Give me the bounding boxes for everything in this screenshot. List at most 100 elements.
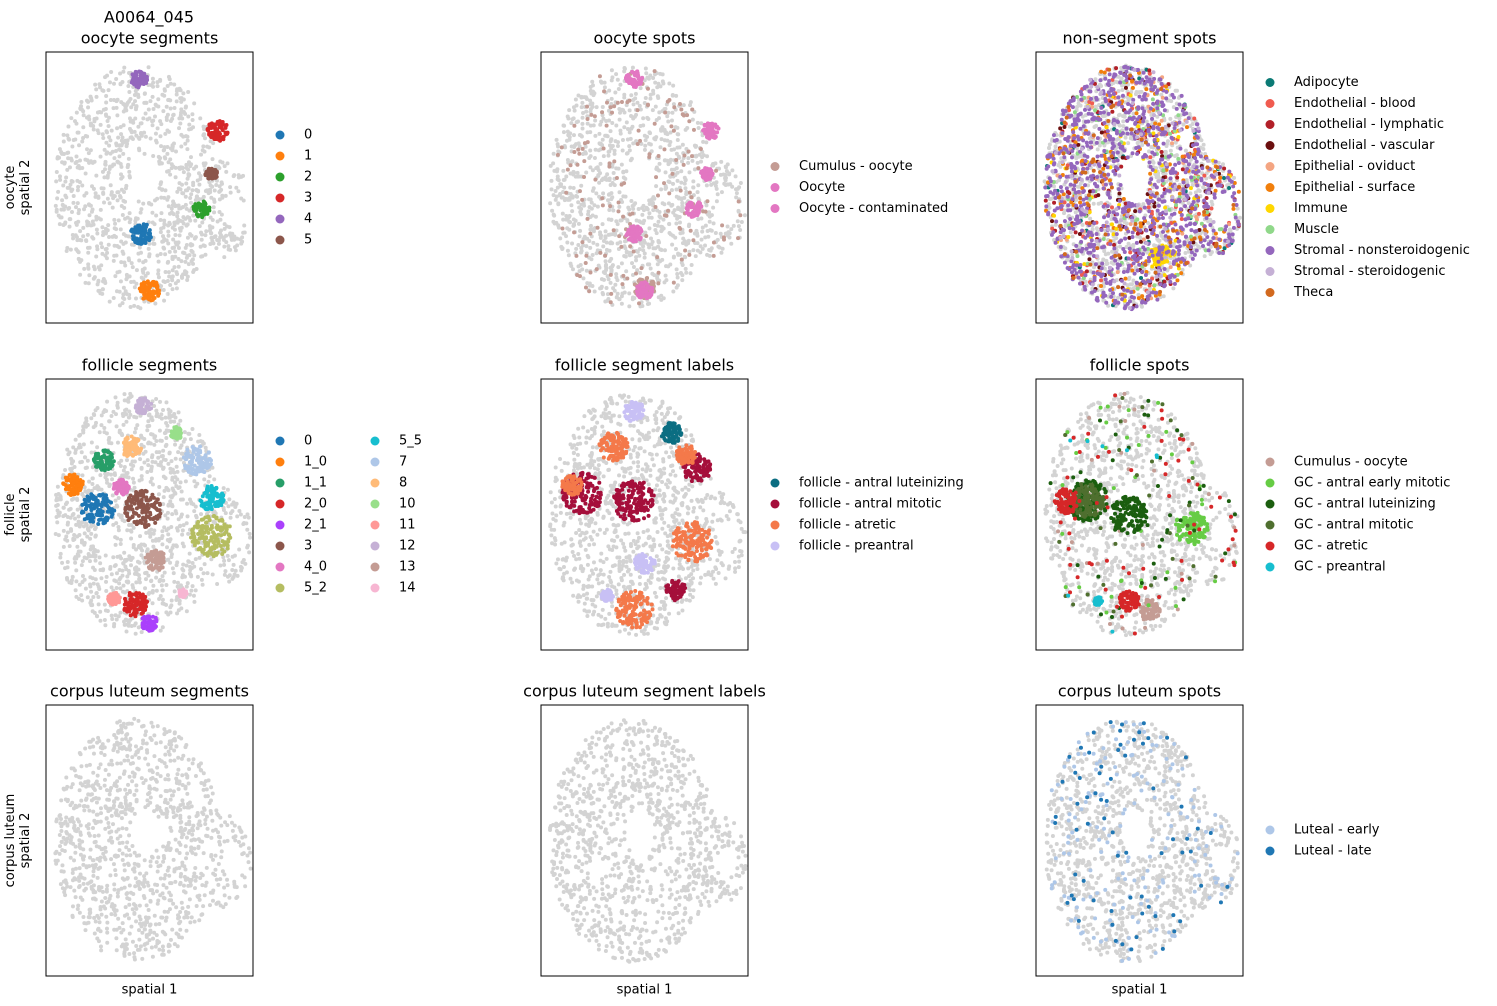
tissue-spot [699, 160, 703, 164]
category-spot [1163, 206, 1167, 210]
tissue-spot [168, 173, 172, 177]
tissue-spot [176, 211, 180, 215]
tissue-spot [726, 225, 730, 229]
tissue-spot [121, 152, 125, 156]
tissue-spot [166, 84, 170, 88]
tissue-spot [107, 243, 111, 247]
tissue-spot [605, 286, 609, 290]
tissue-spot [157, 260, 161, 264]
tissue-spot [580, 122, 584, 126]
tissue-spot [224, 194, 228, 198]
tissue-spot [675, 152, 679, 156]
tissue-spot [554, 198, 558, 202]
tissue-spot [684, 267, 688, 271]
tissue-spot [179, 187, 183, 191]
tissue-spot [89, 95, 93, 99]
tissue-spot [670, 203, 674, 207]
tissue-spot [172, 265, 176, 269]
tissue-spot [153, 222, 157, 226]
tissue-spot [589, 257, 593, 261]
tissue-spot [214, 183, 218, 187]
tissue-spot [163, 87, 167, 91]
category-spot [625, 100, 629, 104]
tissue-spot [728, 235, 732, 239]
tissue-spot [657, 116, 661, 120]
tissue-spot [74, 154, 78, 158]
tissue-spot [181, 215, 185, 219]
tissue-spot [222, 238, 226, 242]
tissue-spot [181, 251, 185, 255]
tissue-spot [601, 177, 605, 181]
tissue-spot [599, 79, 603, 83]
tissue-spot [114, 77, 118, 81]
tissue-spot [62, 139, 66, 143]
tissue-spot [696, 183, 700, 187]
category-spot [564, 191, 568, 195]
tissue-spot [1121, 119, 1125, 123]
tissue-spot [1120, 88, 1124, 92]
category-spot [1162, 280, 1166, 284]
tissue-spot [681, 263, 685, 267]
category-spot [714, 169, 718, 173]
category-spot [1194, 215, 1198, 219]
tissue-spot [654, 167, 658, 171]
tissue-spot [1131, 243, 1135, 247]
tissue-spot [587, 209, 591, 213]
tissue-spot [64, 176, 68, 180]
tissue-spot [184, 181, 188, 185]
tissue-spot [196, 189, 200, 193]
tissue-spot [117, 218, 121, 222]
tissue-spot [174, 175, 178, 179]
tissue-spot [573, 109, 577, 113]
tissue-spot [601, 244, 605, 248]
tissue-spot [566, 114, 570, 118]
tissue-spot [124, 289, 128, 293]
tissue-spot [214, 246, 218, 250]
tissue-spot [660, 126, 664, 130]
tissue-spot [1074, 210, 1078, 214]
tissue-spot [578, 234, 582, 238]
tissue-spot [683, 182, 687, 186]
tissue-spot [77, 143, 81, 147]
tissue-spot [187, 162, 191, 166]
tissue-spot [603, 271, 607, 275]
tissue-spot [672, 147, 676, 151]
tissue-spot [203, 253, 207, 257]
category-spot [556, 153, 560, 157]
category-spot [209, 134, 213, 138]
tissue-spot [198, 177, 202, 181]
tissue-spot [170, 166, 174, 170]
category-spot [132, 234, 136, 238]
tissue-spot [588, 246, 592, 250]
tissue-spot [70, 210, 74, 214]
tissue-spot [136, 305, 140, 309]
tissue-spot [610, 97, 614, 101]
tissue-spot [186, 139, 190, 143]
category-spot [624, 77, 628, 81]
tissue-spot [638, 247, 642, 251]
tissue-spot [674, 247, 678, 251]
tissue-spot [106, 223, 110, 227]
tissue-spot [671, 182, 675, 186]
tissue-spot [669, 158, 673, 162]
tissue-spot [639, 86, 643, 90]
tissue-spot [670, 111, 674, 115]
tissue-spot [664, 274, 668, 278]
tissue-spot [696, 121, 700, 125]
tissue-spot [234, 248, 238, 252]
tissue-spot [57, 214, 61, 218]
tissue-spot [623, 111, 627, 115]
tissue-spot [630, 157, 634, 161]
tissue-spot [232, 173, 236, 177]
tissue-spot [133, 116, 137, 120]
tissue-spot [686, 161, 690, 165]
tissue-spot [658, 162, 662, 166]
category-spot [1122, 197, 1126, 201]
category-spot [666, 209, 670, 213]
tissue-spot [172, 142, 176, 146]
category-spot [598, 74, 602, 78]
tissue-spot [664, 170, 668, 174]
category-spot [702, 169, 706, 173]
tissue-spot [611, 209, 615, 213]
tissue-spot [576, 243, 580, 247]
